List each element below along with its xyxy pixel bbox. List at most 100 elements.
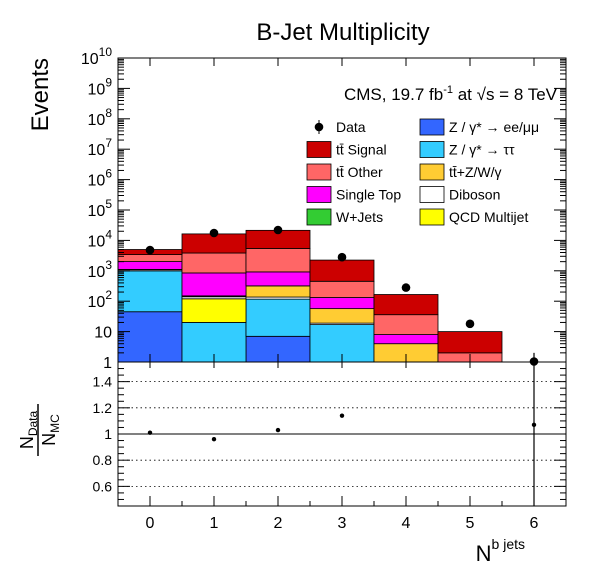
stack-bar (182, 253, 246, 273)
stack-bar (374, 295, 438, 315)
x-tick-label: 5 (466, 515, 475, 532)
legend-swatch (307, 209, 331, 225)
y-tick-label-base: 10 (88, 203, 106, 220)
stack-bar (310, 281, 374, 297)
ratio-y-tick-label: 0.8 (93, 452, 113, 468)
legend-label: Single Top (336, 187, 401, 203)
stack-bar (118, 271, 182, 312)
ratio-y-tick-label: 1.4 (93, 374, 113, 390)
x-axis-label-sup: b jets (492, 536, 525, 552)
legend-label: Z / γ* → ee/μμ (449, 119, 539, 135)
legend: Data tt̄ Signal tt̄ Other Single Top W+Jets Z… (307, 119, 539, 225)
data-point (338, 253, 347, 262)
legend-swatch (420, 209, 444, 225)
legend-entry: Single Top (307, 187, 401, 203)
y-tick-label: 108 (88, 106, 113, 129)
legend-entry: QCD Multijet (420, 209, 528, 225)
y-tick-label-base: 10 (88, 81, 106, 98)
x-tick-label: 6 (530, 515, 539, 532)
y-tick-label-exp: 3 (105, 258, 112, 272)
ratio-y-tick-label: 1.2 (93, 400, 113, 416)
y-tick-label-base: 10 (88, 112, 106, 129)
x-tick-label: 2 (274, 515, 283, 532)
svg-text:CMS, 19.7 fb-1 at √s = 8 TeV: CMS, 19.7 fb-1 at √s = 8 TeV (344, 84, 558, 104)
ratio-label-den: N (39, 433, 59, 446)
stack-bar (374, 335, 438, 344)
svg-text:Nb jets: Nb jets (476, 536, 525, 566)
svg-text:NData: NData (17, 411, 40, 450)
stack-bar (118, 262, 182, 270)
y-tick-label: 1 (103, 355, 112, 372)
y-tick-label: 103 (88, 258, 113, 281)
legend-label: Data (336, 119, 366, 135)
stack-bar (374, 315, 438, 335)
data-point (274, 226, 283, 235)
ratio-point (276, 428, 280, 432)
y-tick-label-exp: 2 (105, 288, 112, 302)
y-tick-label: 102 (88, 288, 113, 311)
stack-bar (246, 272, 310, 286)
legend-swatch (420, 142, 444, 158)
legend-swatch (420, 187, 444, 203)
x-tick-label: 4 (402, 515, 411, 532)
y-tick-label-exp: 4 (105, 227, 112, 241)
legend-entry: Z / γ* → ee/μμ (420, 119, 539, 135)
annotation-prefix: CMS, 19.7 fb (344, 85, 443, 104)
annotation-energy: s = 8 TeV (486, 85, 558, 104)
legend-label: W+Jets (336, 209, 383, 225)
stack-bar (182, 299, 246, 323)
ratio-point (212, 437, 216, 441)
ratio-point (532, 423, 536, 427)
y-tick-label-exp: 7 (105, 136, 112, 150)
stack-bar (438, 332, 502, 353)
legend-swatch (307, 142, 331, 158)
data-point (466, 320, 475, 329)
x-axis-label: Nb jets (476, 536, 525, 566)
y-tick-label-exp: 6 (105, 167, 112, 181)
data-point (402, 283, 411, 292)
y-axis-label: Events (27, 58, 54, 131)
y-tick-label: 1010 (81, 45, 112, 68)
legend-entry: Z / γ* → ττ (420, 142, 515, 158)
ratio-point (148, 430, 152, 434)
legend-entry: Data (315, 119, 366, 135)
data-point (146, 246, 155, 255)
legend-swatch (307, 164, 331, 180)
cms-annotation: CMS, 19.7 fb-1 at √s = 8 TeV (344, 84, 558, 104)
stack-bar (310, 298, 374, 309)
legend-label: QCD Multijet (449, 209, 528, 225)
annotation-mid: at (453, 85, 477, 104)
legend-entry: W+Jets (307, 209, 383, 225)
svg-text:NMC: NMC (39, 414, 62, 446)
ratio-y-tick-label: 0.6 (93, 478, 113, 494)
stack-bar (310, 260, 374, 281)
y-tick-label-base: 10 (88, 294, 106, 311)
y-tick-label-base: 10 (88, 173, 106, 190)
stack-bar (118, 255, 182, 262)
ratio-label-num: N (17, 436, 37, 449)
y-tick-label: 105 (88, 197, 113, 220)
legend-entry: tt̄ Other (307, 164, 383, 180)
legend-entry: tt̄ Signal (307, 142, 387, 158)
legend-label: tt̄ Signal (336, 142, 387, 158)
stack-bar (182, 273, 246, 296)
annotation-lumi-sup: -1 (443, 84, 453, 96)
stack-bar (246, 286, 310, 297)
y-tick-label-base: 10 (88, 233, 106, 250)
y-tick-label: 10 (94, 325, 112, 342)
x-tick-label: 3 (338, 515, 347, 532)
y-tick-label: 107 (88, 136, 113, 159)
stack-series-2 (182, 299, 246, 323)
legend-entry: tt̄+Z/W/γ (420, 164, 502, 180)
y-tick-label-base: 10 (88, 264, 106, 281)
legend-swatch (420, 119, 444, 135)
stack-bar (246, 299, 310, 336)
chart-title: B-Jet Multiplicity (256, 19, 429, 46)
legend-label: tt̄+Z/W/γ (449, 164, 502, 180)
ratio-label-den-sub: MC (48, 414, 62, 433)
ratio-y-axis-label: NData NMC (17, 404, 62, 456)
y-tick-label-base: 10 (81, 51, 99, 68)
y-tick-label-exp: 8 (105, 106, 112, 120)
